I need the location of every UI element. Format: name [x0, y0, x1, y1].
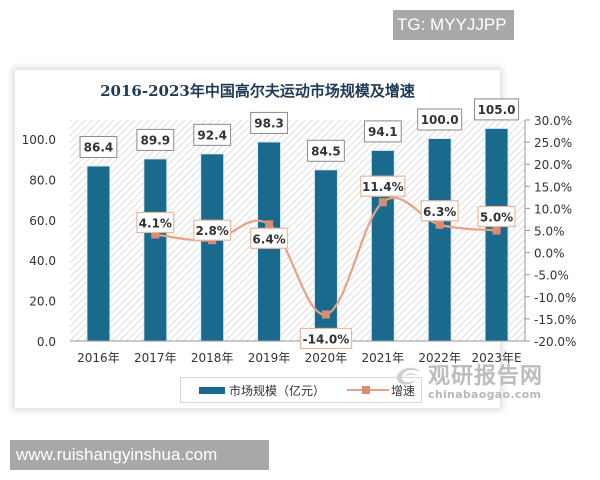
- growth-value-label: 4.1%: [139, 216, 172, 230]
- x-tick-label: 2021年: [362, 351, 405, 365]
- bar: [485, 128, 508, 341]
- left-tick-label: 100.0: [22, 133, 56, 147]
- growth-value-label: 2.8%: [196, 224, 229, 238]
- growth-marker: [492, 226, 501, 235]
- x-tick-label: 2020年: [305, 351, 348, 365]
- left-axis: 0.0 20.0 40.0 60.0 80.0 100.0: [22, 133, 56, 349]
- watermark: 观研报告网 chinabaogao.com: [428, 358, 543, 401]
- legend-bar-label: 市场规模（亿元）: [229, 383, 326, 398]
- bar: [314, 170, 337, 341]
- growth-marker: [321, 310, 330, 319]
- right-tick-label: -15.0%: [534, 313, 576, 327]
- growth-marker: [265, 220, 274, 229]
- legend-bar-swatch: [199, 386, 225, 394]
- watermark-domain: chinabaogao.com: [428, 388, 542, 401]
- right-tick-label: 30.0%: [534, 114, 572, 128]
- left-tick-label: 80.0: [29, 173, 56, 187]
- left-tick-label: 60.0: [29, 214, 56, 228]
- growth-marker: [435, 220, 444, 229]
- right-tick-label: 0.0%: [534, 247, 565, 261]
- x-tick-label: 2017年: [134, 351, 177, 365]
- growth-marker: [378, 198, 387, 207]
- bar-value-label: 98.3: [254, 116, 284, 130]
- growth-value-label: 6.3%: [423, 205, 456, 219]
- legend: 市场规模（亿元） 增速: [180, 377, 422, 403]
- bar: [144, 159, 167, 341]
- watermark-name: 观研报告网: [428, 364, 544, 389]
- watermark-logo-icon: [397, 367, 420, 385]
- bar-value-label: 94.1: [368, 125, 398, 139]
- x-tick-label: 2016年: [77, 351, 120, 365]
- bar-value-label: 84.5: [311, 144, 341, 158]
- bar-value-label: 92.4: [197, 128, 227, 142]
- bar: [201, 154, 224, 341]
- growth-value-label: -14.0%: [303, 332, 350, 346]
- right-tick-label: 20.0%: [534, 158, 572, 172]
- site-url-tag: www.ruishangyinshua.com: [10, 440, 269, 470]
- bar: [428, 139, 451, 341]
- growth-value-label: 5.0%: [480, 211, 513, 225]
- right-axis: 30.0% 25.0% 20.0% 15.0% 10.0% 5.0% 0.0% -5.0% -1…: [524, 114, 576, 349]
- right-tick-label: 5.0%: [534, 225, 565, 239]
- growth-value-label: 6.4%: [252, 232, 285, 246]
- bar: [87, 166, 110, 341]
- right-tick-label: 10.0%: [534, 202, 572, 216]
- right-tick-label: 15.0%: [534, 180, 572, 194]
- growth-value-label: 11.4%: [362, 180, 404, 194]
- left-tick-label: 0.0: [37, 335, 56, 349]
- x-tick-label: 2022年: [418, 351, 461, 365]
- legend-line-swatch: [347, 385, 390, 395]
- bar-value-label: 100.0: [421, 113, 459, 127]
- growth-marker: [151, 230, 160, 239]
- right-tick-label: -5.0%: [534, 269, 569, 283]
- right-tick-label: -20.0%: [534, 335, 576, 349]
- bar-value-label: 105.0: [478, 103, 516, 117]
- telegram-tag: TG: MYYJJPP: [393, 10, 514, 40]
- x-axis: 2016年 2017年 2018年 2019年 2020年 2021年 2022年 2023年…: [77, 351, 521, 365]
- x-tick-label: 2018年: [191, 351, 234, 365]
- growth-value-labels: 4.1% 2.8% 6.4% -14.0% 11.4% 6.3% 5.0%: [136, 175, 516, 350]
- left-tick-label: 40.0: [29, 254, 56, 268]
- chart-title: 2016-2023年中国高尔夫运动市场规模及增速: [100, 82, 415, 100]
- legend-line-label: 增速: [391, 383, 416, 398]
- x-tick-label: 2019年: [248, 351, 291, 365]
- left-tick-label: 20.0: [29, 295, 56, 309]
- bar-value-label: 89.9: [141, 133, 171, 147]
- bar-value-label: 86.4: [84, 140, 114, 154]
- right-tick-label: -10.0%: [534, 291, 576, 305]
- right-tick-label: 25.0%: [534, 136, 572, 150]
- bar-value-labels: 86.4 89.9 92.4 98.3 84.5 94.1 100.0 105.0: [79, 98, 520, 162]
- x-tick-label: 2023年E: [472, 351, 522, 365]
